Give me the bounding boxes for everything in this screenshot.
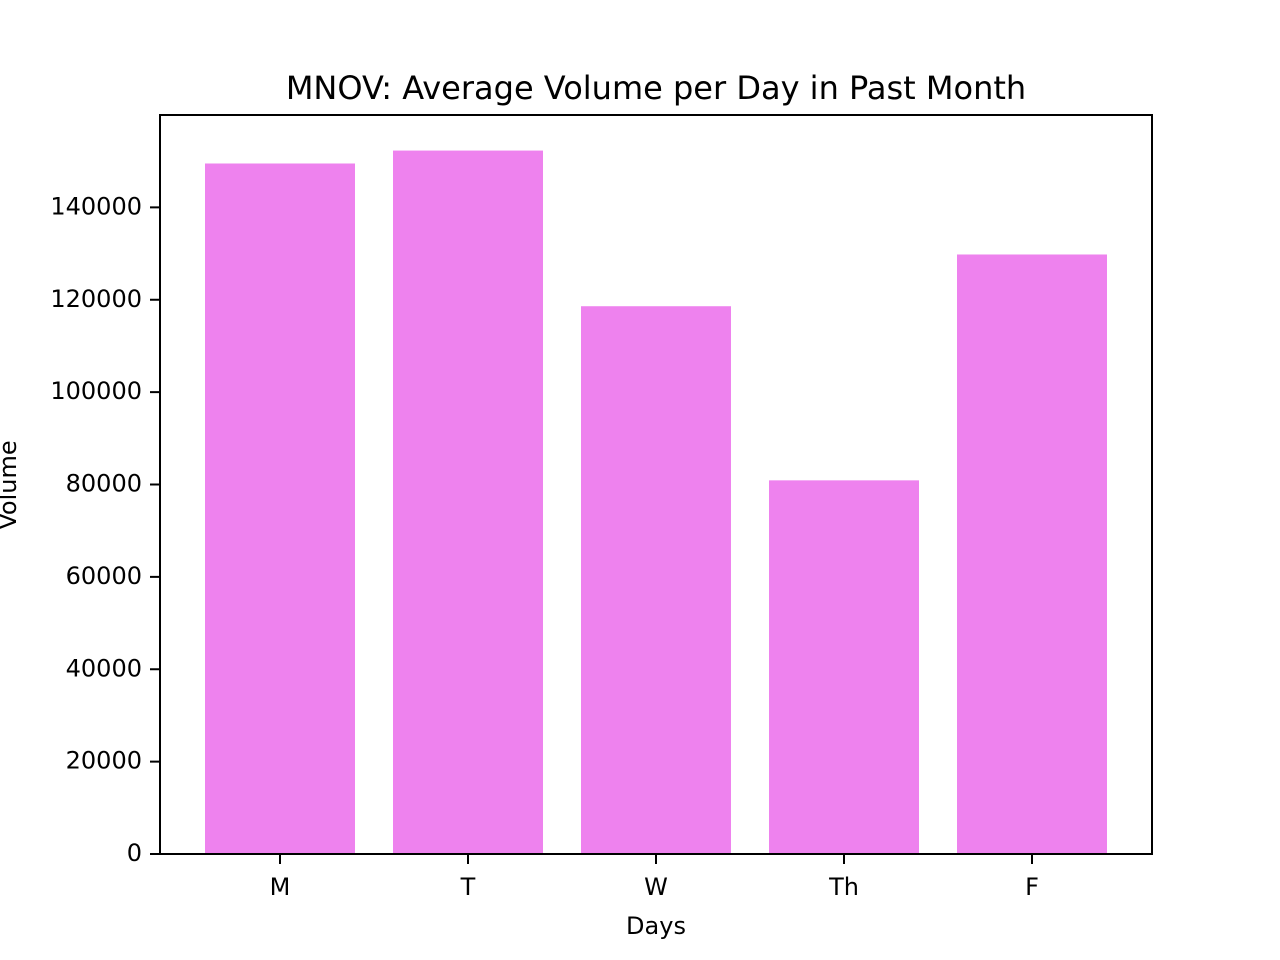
- bar-t: [393, 150, 543, 854]
- x-axis-label: Days: [626, 912, 686, 940]
- x-tick-label: T: [460, 873, 476, 901]
- bar-w: [581, 306, 731, 854]
- x-tick-label: Th: [828, 873, 859, 901]
- y-tick-label: 140000: [50, 192, 142, 220]
- x-tick-label: F: [1025, 873, 1039, 901]
- y-tick-label: 0: [127, 839, 142, 867]
- chart-title: MNOV: Average Volume per Day in Past Mon…: [286, 69, 1026, 107]
- axes-layer: 0 20000 40000 60000 80000 100000 120000 140000 M…: [50, 114, 1153, 901]
- y-tick-label: 60000: [66, 562, 142, 590]
- x-tick-label: M: [270, 873, 291, 901]
- bar-f: [957, 254, 1107, 854]
- y-tick-label: 40000: [66, 654, 142, 682]
- bar-th: [769, 480, 919, 854]
- y-tick-label: 100000: [50, 377, 142, 405]
- bar-m: [205, 163, 355, 854]
- x-tick-label: W: [644, 873, 668, 901]
- y-axis-label: Volume: [0, 440, 22, 529]
- y-tick-label: 80000: [66, 470, 142, 498]
- bars-layer: [205, 150, 1107, 854]
- y-tick-label: 20000: [66, 747, 142, 775]
- y-tick-label: 120000: [50, 285, 142, 313]
